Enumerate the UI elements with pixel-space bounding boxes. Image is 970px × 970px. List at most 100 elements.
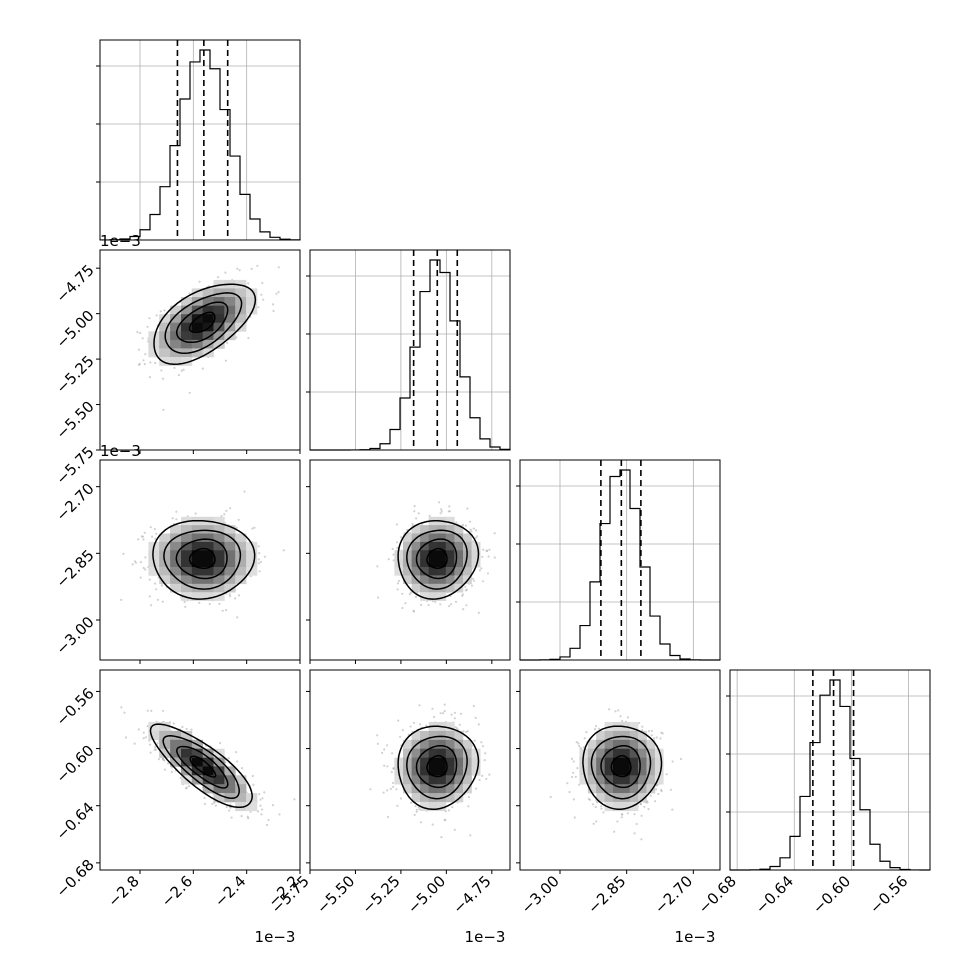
scatter-point [148,376,151,379]
scatter-point [469,834,472,837]
scatter-point [190,728,193,731]
scatter-point [588,798,592,802]
scatter-point [431,823,434,826]
scatter-point [236,760,239,763]
density-cell [159,730,171,741]
scatter-point [413,813,416,817]
density-cell [213,757,225,767]
density-cell [420,525,429,534]
density-cell [403,784,412,794]
x-tick-label: −2.8 [104,872,142,910]
scatter-point [459,712,462,716]
density-cell [411,583,421,593]
density-cell [596,748,605,758]
scatter-point [263,555,266,558]
density-cell [454,525,464,534]
scatter-point [156,742,159,745]
scatter-point [395,541,399,544]
scatter-point [412,610,416,613]
scatter-point [171,517,174,520]
panel-2-0 [96,459,301,664]
scatter-point [134,561,138,564]
contour-line [397,520,480,600]
scatter-point [453,711,457,714]
scatter-point [256,264,259,267]
scatter-point [149,751,152,754]
density-cell [428,757,438,767]
density-cell [579,757,589,767]
contour-line [397,725,480,811]
density-cell [463,748,472,758]
contour-line [176,745,229,789]
scatter-point [122,552,125,556]
scatter-point [228,809,231,812]
density-cell [224,567,236,576]
density-cell [159,567,171,576]
scatter-point [655,784,659,787]
scatter-point [250,267,253,270]
scatter-point [440,510,443,513]
scatter-point [143,362,146,366]
scatter-point [470,584,474,587]
scatter-point [237,518,240,521]
scatter-point [376,565,379,568]
density-cell [445,722,455,732]
scatter-point [417,806,420,809]
density-cell [235,775,247,785]
scatter-point [643,805,646,808]
x-tick-label: −2.6 [158,872,196,910]
scatter-point [136,330,139,334]
density-cell [235,533,247,543]
scatter-point [159,310,162,313]
scatter-point [481,580,485,583]
scatter-point [139,561,142,564]
scatter-point [271,804,274,807]
density-cell [613,784,622,794]
density-cell [191,567,203,576]
density-cell [159,357,171,366]
panel-frame [309,459,511,661]
scatter-point [464,585,467,588]
scatter-point [488,548,491,551]
scatter-point [409,591,412,595]
scatter-point [481,555,484,558]
density-cell [420,592,429,601]
scatter-point [444,818,447,821]
scatter-point [587,797,590,801]
density-cell [654,775,664,785]
density-cell [246,550,258,559]
x-tick-label: −5.00 [404,872,449,917]
density-cell [420,558,429,568]
density-cell [181,314,193,324]
scatter-point [447,809,450,812]
scatter-point [431,707,434,710]
density-cell [235,575,247,585]
scatter-point [217,276,220,279]
scatter-point [161,600,164,603]
scatter-point [175,518,178,521]
scatter-point [249,810,252,813]
density-cell [621,775,630,785]
density-cell [463,533,472,543]
scatter-point [123,711,126,714]
scatter-point [647,730,651,733]
density-cell [170,339,182,349]
scatter-point [229,507,232,510]
contour-line [590,735,652,800]
scatter-point [278,813,281,816]
density-cell [420,784,429,794]
density-cell [213,793,225,803]
x-tick-label: −4.75 [449,872,494,917]
density-cell [224,525,236,534]
scatter-point [225,509,228,512]
scatter-point [439,603,442,606]
scatter-point [253,526,256,529]
density-cell [471,766,481,776]
density-cell [213,288,225,298]
scatter-point [483,759,486,762]
scatter-point [185,786,188,789]
scatter-point [633,813,636,816]
density-cell [437,775,447,785]
scatter-point [184,787,188,790]
scatter-point [149,526,152,529]
